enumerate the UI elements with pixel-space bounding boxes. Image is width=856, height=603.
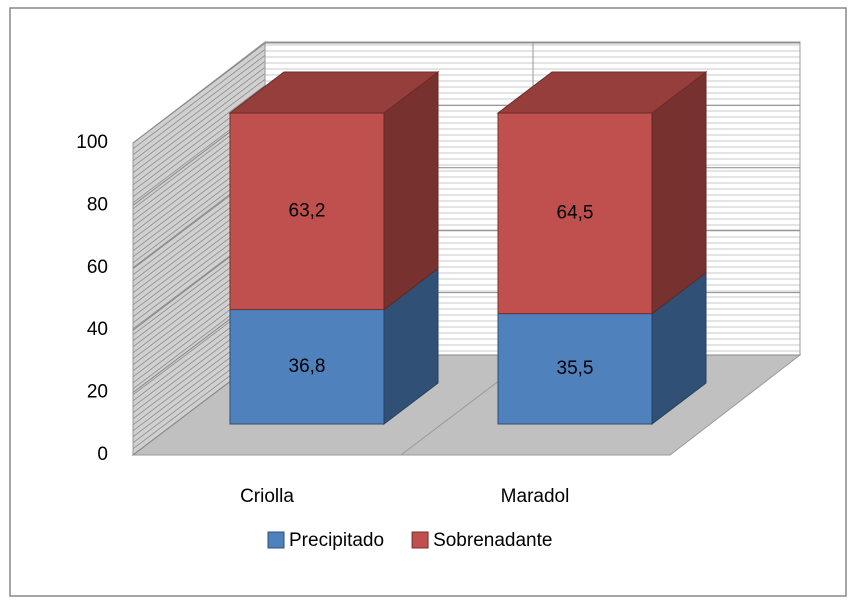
bar-front xyxy=(229,309,385,425)
bar-top xyxy=(496,71,708,114)
data-label: 63,2 xyxy=(289,200,326,221)
data-label: 35,5 xyxy=(557,358,594,379)
y-tick-label: 20 xyxy=(87,382,108,403)
y-tick-label: 0 xyxy=(97,444,108,465)
x-tick-label: Criolla xyxy=(240,486,294,507)
legend-swatch xyxy=(267,531,285,549)
bar-front xyxy=(229,112,385,311)
bar-front xyxy=(497,112,653,315)
x-tick-label: Maradol xyxy=(501,486,570,507)
data-label: 36,8 xyxy=(289,356,326,377)
data-label: 64,5 xyxy=(557,202,594,223)
legend-label: Precipitado xyxy=(289,530,384,551)
bar-front xyxy=(497,313,653,425)
legend-swatch xyxy=(411,531,429,549)
bar-side xyxy=(651,70,707,315)
legend-label: Sobrenadante xyxy=(433,530,552,551)
y-tick-label: 100 xyxy=(76,132,108,153)
y-tick-label: 80 xyxy=(87,194,108,215)
grid-line xyxy=(132,42,266,144)
y-tick-label: 60 xyxy=(87,257,108,278)
bar-side xyxy=(383,70,439,311)
y-tick-label: 40 xyxy=(87,319,108,340)
bar-top xyxy=(228,71,440,114)
